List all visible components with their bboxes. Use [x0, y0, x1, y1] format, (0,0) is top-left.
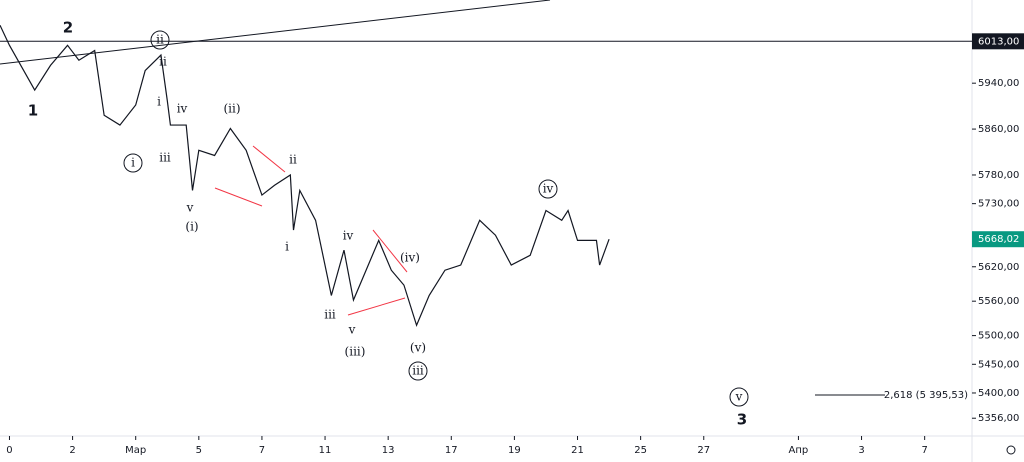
wave: iii [159, 151, 171, 165]
x-tick-label: 7 [259, 445, 265, 456]
wave: (i) [185, 220, 198, 234]
wave: v [348, 323, 356, 337]
y-tick-label: 5730,00 [978, 199, 1019, 210]
level-tag-label: 6013,00 [978, 36, 1019, 47]
x-tick-label: 19 [508, 445, 521, 456]
y-tick-label: 5400,00 [978, 388, 1019, 399]
wave: 1 [28, 102, 38, 120]
y-tick-label: 5500,00 [978, 331, 1019, 342]
x-tick-label: 5 [196, 445, 202, 456]
wave: (ii) [223, 102, 240, 116]
price-line [0, 24, 610, 328]
y-tick-label: 5940,00 [978, 78, 1019, 89]
x-tick-label: 13 [382, 445, 395, 456]
wave: i [157, 95, 161, 109]
wave: (v) [410, 341, 426, 355]
last-price-tag [972, 231, 1024, 248]
x-tick-label: Апр [789, 445, 809, 456]
x-tick-label: 0 [6, 445, 12, 456]
wave: v [735, 390, 743, 404]
fib-label: 2,618 (5 395,53) [884, 390, 968, 401]
wave: v [186, 201, 194, 215]
y-tick-label: 5450,00 [978, 359, 1019, 370]
y-tick-label: 5860,00 [978, 124, 1019, 135]
x-tick-label: Мар [125, 445, 146, 456]
last-price-label: 5668,02 [978, 234, 1019, 245]
x-tick-label: 11 [319, 445, 332, 456]
x-tick-label: 25 [634, 445, 647, 456]
y-tick-label: 5620,00 [978, 262, 1019, 273]
x-tick-label: 21 [571, 445, 584, 456]
wave: iv [177, 102, 188, 116]
wave: iv [343, 229, 354, 243]
x-tick-label: 27 [697, 445, 710, 456]
wave: 3 [737, 411, 747, 429]
trend-line [0, 0, 551, 65]
level-tag [972, 33, 1024, 50]
wave: iv [543, 182, 554, 196]
x-tick-label: 17 [445, 445, 458, 456]
wave: ii [289, 153, 297, 167]
wave: iii [324, 308, 336, 322]
settings-icon[interactable] [1006, 445, 1016, 455]
wedges [214, 145, 408, 316]
wave: i [131, 156, 135, 170]
x-tick-label: 2 [69, 445, 75, 456]
x-tick-label: 3 [858, 445, 864, 456]
wave: (iv) [400, 251, 420, 265]
wave: (iii) [345, 345, 366, 359]
y-tick-label: 5780,00 [978, 170, 1019, 181]
wave: ii [159, 55, 167, 69]
wave-labels: 2 1 ii ii i iv (ii) i iii v (i) ii i iv … [28, 19, 749, 429]
y-tick-label: 5356,00 [978, 413, 1019, 424]
wave: iii [412, 364, 424, 378]
y-tick-label: 5560,00 [978, 296, 1019, 307]
wave: 2 [63, 19, 73, 37]
wave: i [285, 240, 289, 254]
wave: ii [156, 33, 164, 47]
x-tick-label: 7 [921, 445, 927, 456]
